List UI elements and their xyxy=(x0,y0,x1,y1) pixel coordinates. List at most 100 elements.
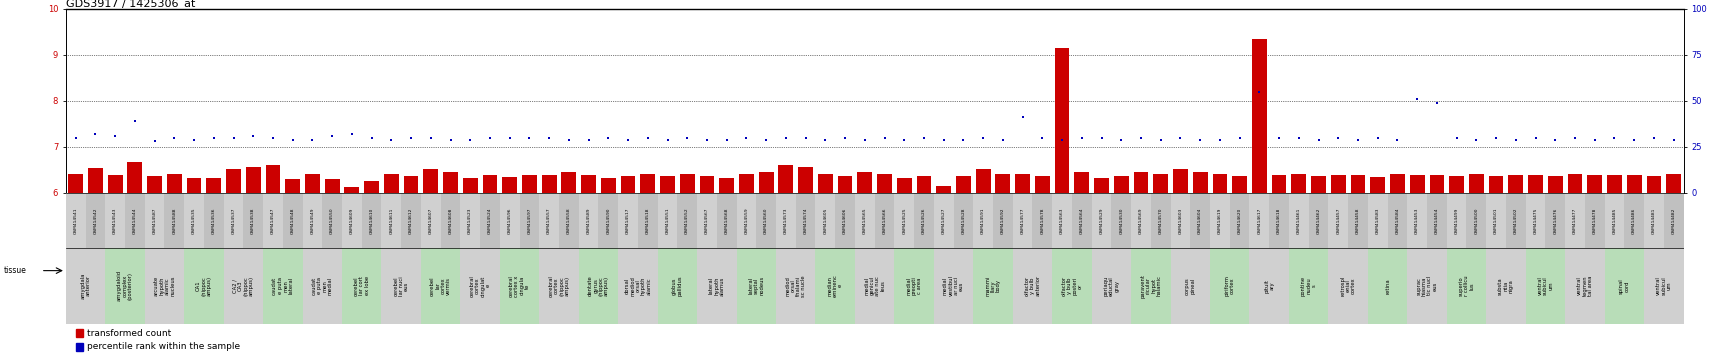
Bar xyxy=(147,176,163,193)
Point xyxy=(359,135,386,141)
Bar xyxy=(364,181,379,193)
Bar xyxy=(1013,248,1053,324)
Text: superio
r collicu
lus: superio r collicu lus xyxy=(1458,275,1474,296)
Point xyxy=(338,131,365,137)
Bar xyxy=(223,248,263,324)
Bar xyxy=(620,176,636,193)
Bar xyxy=(1131,193,1150,248)
Text: retina: retina xyxy=(1386,278,1391,294)
Point xyxy=(831,135,859,141)
Bar xyxy=(1429,175,1444,193)
Bar xyxy=(1091,248,1131,324)
Text: pontine
nudeu
s: pontine nudeu s xyxy=(1301,276,1316,296)
Text: GSM414538: GSM414538 xyxy=(251,207,255,234)
Text: medial
vestibul
ar nuci
eus: medial vestibul ar nuci eus xyxy=(942,275,965,296)
Text: retrospl
enial
cortex: retrospl enial cortex xyxy=(1341,276,1356,296)
Bar xyxy=(956,176,972,193)
Point xyxy=(1522,135,1550,141)
Point xyxy=(615,137,643,142)
Text: GSM414457: GSM414457 xyxy=(1337,207,1341,234)
Text: percentile rank within the sample: percentile rank within the sample xyxy=(87,342,241,351)
Bar xyxy=(1330,175,1346,193)
Bar xyxy=(1114,176,1129,193)
Bar xyxy=(757,193,776,248)
Text: GSM414541: GSM414541 xyxy=(74,207,78,234)
Bar xyxy=(1231,176,1247,193)
Bar xyxy=(1607,176,1621,193)
Point xyxy=(260,135,288,141)
Text: mediod
orsal
thalami
sc nucle: mediod orsal thalami sc nucle xyxy=(785,275,807,297)
Bar xyxy=(1664,193,1684,248)
Point xyxy=(100,133,128,139)
Text: substa
ntia
nigra: substa ntia nigra xyxy=(1498,277,1514,295)
Bar xyxy=(345,187,359,193)
Text: GSM414597: GSM414597 xyxy=(528,207,532,234)
Point xyxy=(714,137,741,142)
Bar xyxy=(303,193,322,248)
Bar xyxy=(658,248,696,324)
Bar xyxy=(1133,172,1148,193)
Bar xyxy=(76,343,83,351)
Bar xyxy=(341,248,381,324)
Text: GSM414612: GSM414612 xyxy=(409,207,412,234)
Point xyxy=(674,135,701,141)
Bar xyxy=(937,185,951,193)
Point xyxy=(1424,100,1451,105)
Bar xyxy=(282,193,303,248)
Bar xyxy=(1370,177,1386,193)
Text: cerebel
lar cort
ex lobe: cerebel lar cort ex lobe xyxy=(353,276,369,296)
Bar xyxy=(1427,193,1446,248)
Bar xyxy=(66,193,85,248)
Text: piriform
cortex: piriform cortex xyxy=(1225,275,1235,296)
Text: lateral
hypoth
alamus: lateral hypoth alamus xyxy=(708,276,724,296)
Point xyxy=(1107,137,1134,142)
Bar xyxy=(520,193,539,248)
Bar xyxy=(1289,248,1328,324)
Bar xyxy=(582,175,596,193)
Bar xyxy=(244,193,263,248)
Bar xyxy=(305,174,320,193)
Bar xyxy=(1626,175,1642,193)
Bar xyxy=(1351,176,1365,193)
Text: GSM414543: GSM414543 xyxy=(113,207,118,234)
Text: paravent
ricular
hypot
halamic: paravent ricular hypot halamic xyxy=(1140,274,1162,298)
Bar xyxy=(996,174,1010,193)
Bar xyxy=(601,178,617,193)
Text: GSM414565: GSM414565 xyxy=(863,207,866,234)
Bar xyxy=(894,193,914,248)
Bar xyxy=(1545,193,1566,248)
Point xyxy=(634,135,662,141)
Bar xyxy=(717,193,736,248)
Text: tissue: tissue xyxy=(3,266,26,275)
Bar xyxy=(88,168,102,193)
Text: cerebral
cortex
cingulat
e: cerebral cortex cingulat e xyxy=(469,275,490,297)
Bar xyxy=(483,176,497,193)
Text: GSM414454: GSM414454 xyxy=(1434,207,1439,234)
Point xyxy=(594,135,622,141)
Bar xyxy=(128,162,142,193)
Bar xyxy=(1013,193,1032,248)
Text: GSM414589: GSM414589 xyxy=(587,207,591,234)
Bar xyxy=(736,248,776,324)
Bar xyxy=(975,170,991,193)
Point xyxy=(81,131,109,137)
Bar xyxy=(740,174,753,193)
Bar xyxy=(696,248,736,324)
Bar xyxy=(1387,193,1408,248)
Text: GSM414453: GSM414453 xyxy=(1415,207,1419,234)
Text: GSM414485: GSM414485 xyxy=(1612,207,1616,234)
Text: mammi
llary
body: mammi llary body xyxy=(986,276,1001,296)
Bar xyxy=(1055,48,1069,193)
Point xyxy=(1205,137,1233,142)
Bar xyxy=(1289,193,1309,248)
Bar xyxy=(125,193,145,248)
Text: GSM414482: GSM414482 xyxy=(1671,207,1675,234)
Point xyxy=(1325,135,1353,141)
Bar xyxy=(1154,174,1167,193)
Bar xyxy=(681,174,695,193)
Text: GSM414548: GSM414548 xyxy=(291,207,294,234)
Text: GSM414607: GSM414607 xyxy=(430,207,433,234)
Text: GSM414587: GSM414587 xyxy=(152,207,156,234)
Text: GSM414591: GSM414591 xyxy=(980,207,986,234)
Point xyxy=(1226,135,1254,141)
